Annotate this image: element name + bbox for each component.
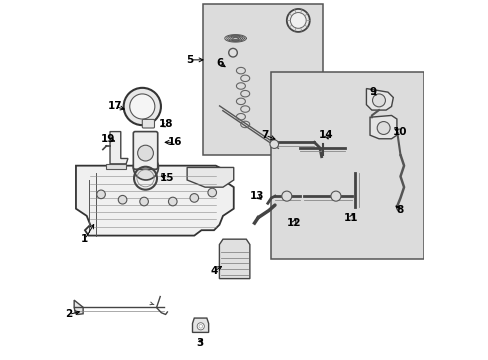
Text: 15: 15 [160,173,174,183]
Circle shape [199,324,202,328]
FancyBboxPatch shape [133,132,158,169]
Text: 9: 9 [368,87,376,97]
Circle shape [281,191,291,201]
Bar [271,72,423,259]
FancyBboxPatch shape [142,120,154,128]
Polygon shape [76,166,233,235]
Text: 1: 1 [81,234,88,244]
FancyBboxPatch shape [106,164,126,169]
Text: 17: 17 [107,102,122,112]
Polygon shape [187,167,233,187]
Polygon shape [110,132,128,164]
Circle shape [228,48,237,57]
Text: 8: 8 [396,206,403,216]
Text: 13: 13 [249,191,264,201]
Circle shape [123,88,161,125]
Polygon shape [366,89,392,110]
Polygon shape [192,318,208,332]
Circle shape [140,197,148,206]
Circle shape [372,94,385,107]
Circle shape [269,140,278,148]
Text: 4: 4 [210,266,217,276]
Circle shape [118,195,126,204]
Text: 18: 18 [159,120,173,129]
Text: 3: 3 [196,338,203,348]
Circle shape [207,188,216,197]
Polygon shape [369,116,396,139]
Text: 6: 6 [216,58,224,68]
Circle shape [168,197,177,206]
Text: 12: 12 [286,218,301,228]
Circle shape [376,122,389,134]
Text: 16: 16 [167,138,182,147]
Circle shape [290,13,305,28]
Text: 7: 7 [261,130,268,140]
Bar [203,4,323,155]
Circle shape [97,190,105,199]
Polygon shape [74,300,83,315]
Circle shape [330,191,340,201]
Text: 5: 5 [186,55,193,65]
Circle shape [286,9,309,32]
Text: 11: 11 [344,213,358,222]
Circle shape [137,145,153,161]
Text: 14: 14 [318,130,333,140]
Polygon shape [219,239,249,279]
Circle shape [190,194,198,202]
Circle shape [197,323,204,330]
Circle shape [129,94,155,119]
Text: 19: 19 [100,134,115,144]
Text: 2: 2 [65,310,72,319]
Circle shape [133,155,158,180]
Text: 10: 10 [392,127,407,136]
